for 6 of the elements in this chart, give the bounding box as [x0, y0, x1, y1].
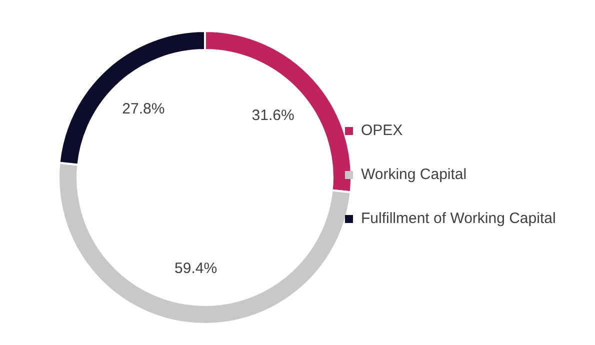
legend-label: OPEX [361, 121, 403, 141]
data-label: 27.8% [122, 100, 165, 118]
data-label: 31.6% [252, 107, 294, 124]
data-label: 59.4% [174, 260, 218, 277]
legend-label: Working Capital [361, 165, 467, 185]
legend-label: Fulfillment of Working Capital [361, 209, 556, 229]
